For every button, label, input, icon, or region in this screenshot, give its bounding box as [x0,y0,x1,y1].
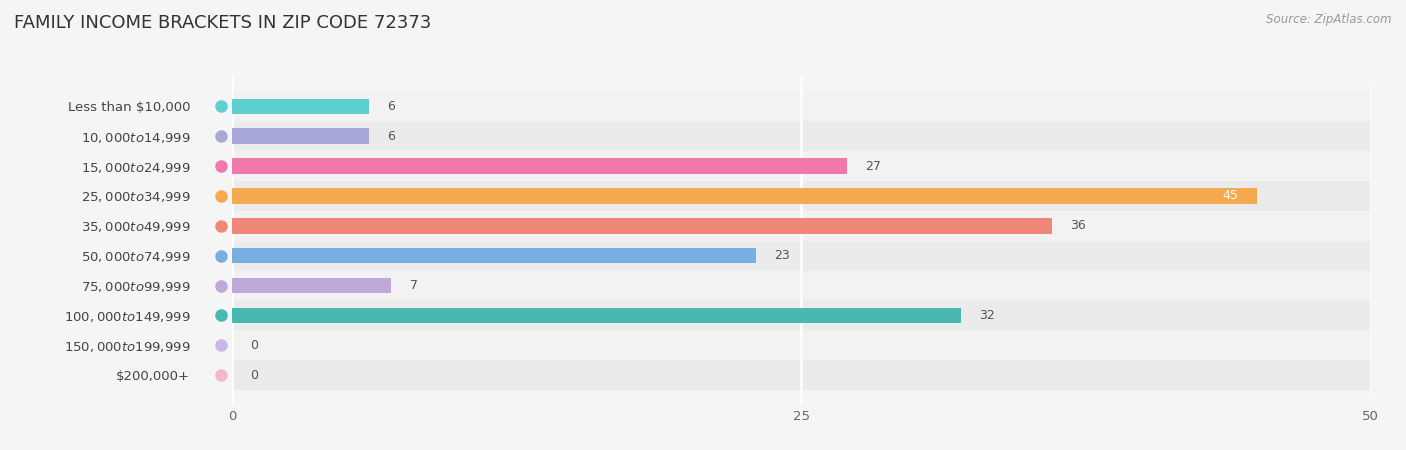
Text: Source: ZipAtlas.com: Source: ZipAtlas.com [1267,14,1392,27]
Text: 23: 23 [775,249,790,262]
Bar [232,91,1371,122]
Bar [232,278,391,293]
Text: 7: 7 [409,279,418,292]
Bar [232,270,1371,301]
Text: 32: 32 [979,309,995,322]
Bar [232,241,1371,270]
Bar [232,151,1371,181]
Bar [232,330,1371,360]
Text: 0: 0 [250,339,259,352]
Bar [232,308,960,323]
Bar [232,128,368,144]
Text: FAMILY INCOME BRACKETS IN ZIP CODE 72373: FAMILY INCOME BRACKETS IN ZIP CODE 72373 [14,14,432,32]
Bar [232,360,1371,390]
Text: 45: 45 [1223,189,1239,202]
Text: 36: 36 [1070,219,1085,232]
Bar [232,99,368,114]
Bar [232,158,846,174]
Bar [232,218,1052,234]
Bar [232,301,1371,330]
Bar [232,211,1371,241]
Bar [232,188,1257,204]
Text: 6: 6 [387,100,395,113]
Bar [232,122,1371,151]
Text: 0: 0 [250,369,259,382]
Text: 27: 27 [865,160,882,173]
Text: 6: 6 [387,130,395,143]
Bar [232,181,1371,211]
Bar [232,248,756,263]
